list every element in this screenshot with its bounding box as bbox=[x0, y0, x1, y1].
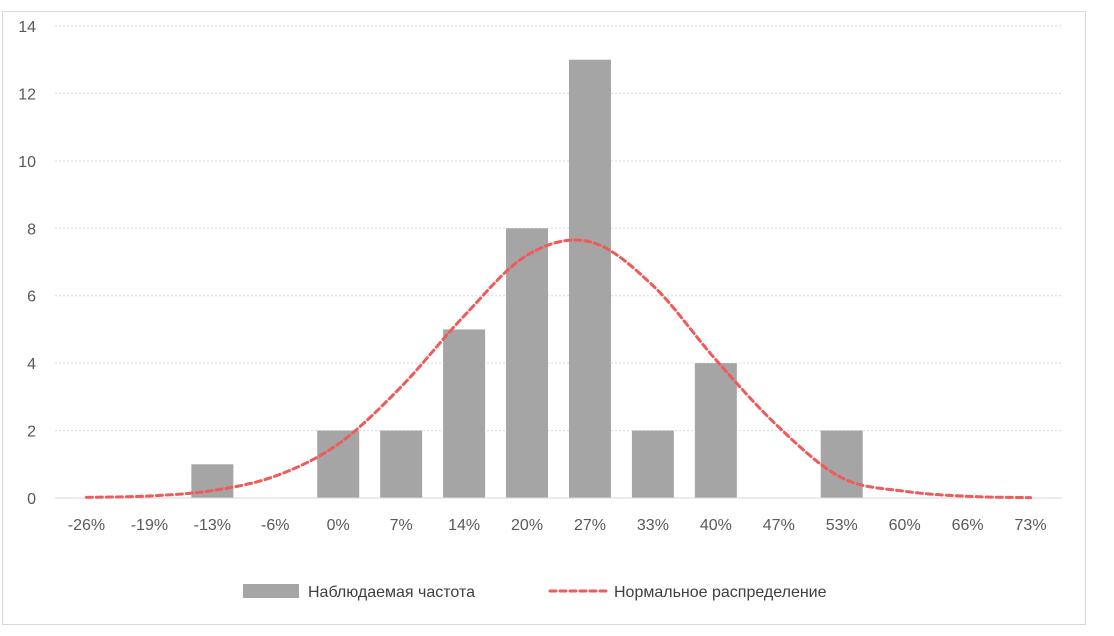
x-tick-label: 40% bbox=[700, 517, 732, 534]
y-tick-label: 4 bbox=[27, 356, 36, 373]
normal-distribution-line bbox=[84, 238, 1033, 500]
legend-swatch-observed bbox=[243, 584, 299, 598]
x-tick-label: -26% bbox=[68, 517, 105, 534]
bar bbox=[506, 228, 549, 499]
y-tick-label: 6 bbox=[27, 289, 36, 306]
x-tick-label: 7% bbox=[390, 517, 413, 534]
bar bbox=[380, 430, 423, 498]
bar-series bbox=[191, 59, 863, 499]
y-tick-label: 10 bbox=[18, 154, 36, 171]
x-tick-label: -13% bbox=[194, 517, 231, 534]
x-tick-label: 66% bbox=[952, 517, 984, 534]
x-tick-label: 33% bbox=[637, 517, 669, 534]
x-tick-label: -19% bbox=[131, 517, 168, 534]
y-tick-label: 14 bbox=[18, 19, 36, 36]
x-tick-label: 14% bbox=[448, 517, 480, 534]
y-tick-label: 0 bbox=[27, 491, 36, 508]
x-tick-label: 0% bbox=[327, 517, 350, 534]
y-tick-label: 12 bbox=[18, 86, 36, 103]
x-tick-label: 47% bbox=[763, 517, 795, 534]
x-tick-label: 20% bbox=[511, 517, 543, 534]
x-tick-label: 53% bbox=[826, 517, 858, 534]
legend: Наблюдаемая частота Нормальное распредел… bbox=[243, 584, 827, 601]
x-tick-label: 60% bbox=[889, 517, 921, 534]
bar bbox=[568, 59, 611, 498]
bar bbox=[443, 329, 486, 498]
bar bbox=[317, 430, 360, 498]
x-tick-label: 73% bbox=[1015, 517, 1047, 534]
bar bbox=[631, 430, 674, 498]
legend-label-normal: Нормальное распределение bbox=[614, 584, 827, 601]
y-tick-label: 2 bbox=[27, 424, 36, 441]
y-tick-label: 8 bbox=[27, 221, 36, 238]
gridlines bbox=[55, 25, 1062, 432]
bar bbox=[694, 363, 737, 498]
x-tick-label: -6% bbox=[261, 517, 289, 534]
bar bbox=[820, 430, 863, 498]
legend-label-observed: Наблюдаемая частота bbox=[308, 584, 475, 601]
x-tick-label: 27% bbox=[574, 517, 606, 534]
x-axis-ticks: -26% -19% -13% -6% 0% 7% 14% 20% 27% 33% 40% 47% 53%… bbox=[68, 517, 1047, 534]
y-axis-ticks: 0 2 4 6 8 10 12 14 bbox=[18, 19, 36, 508]
